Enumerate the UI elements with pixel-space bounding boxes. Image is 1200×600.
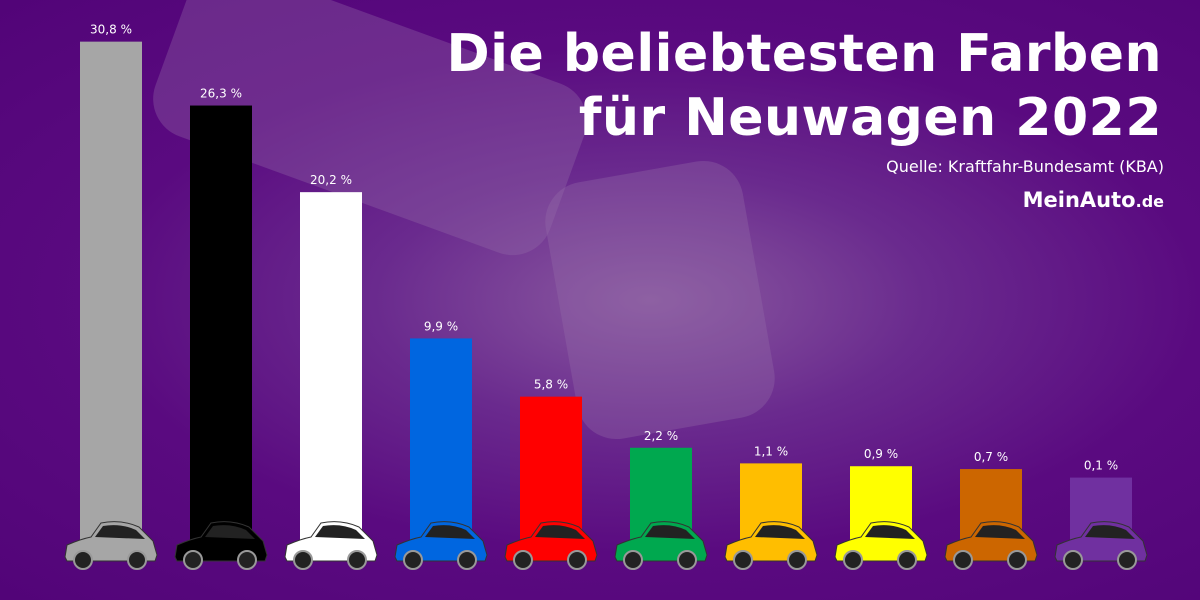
data-label: 0,7 % bbox=[974, 450, 1008, 464]
data-label: 5,8 % bbox=[534, 378, 568, 392]
meinauto-logo: MeinAuto.de bbox=[1023, 188, 1164, 212]
chart-title: Die beliebtesten Farben für Neuwagen 202… bbox=[446, 22, 1162, 150]
data-label: 2,2 % bbox=[644, 429, 678, 443]
car-icon bbox=[174, 521, 268, 570]
bar bbox=[300, 192, 362, 540]
car-icon bbox=[944, 521, 1038, 570]
bar bbox=[80, 41, 142, 540]
data-label: 0,9 % bbox=[864, 447, 898, 461]
car-icon bbox=[504, 521, 598, 570]
logo-main: MeinAuto bbox=[1022, 188, 1136, 212]
car-icon bbox=[724, 521, 818, 570]
car-icon bbox=[834, 521, 928, 570]
car-icon bbox=[1054, 521, 1148, 570]
bar bbox=[190, 105, 252, 540]
data-label: 30,8 % bbox=[90, 23, 132, 37]
bar bbox=[520, 396, 582, 540]
title-line-1: Die beliebtesten Farben bbox=[446, 24, 1162, 84]
source-note: Quelle: Kraftfahr-Bundesamt (KBA) bbox=[886, 157, 1164, 176]
bar bbox=[410, 338, 472, 540]
car-icon bbox=[394, 521, 488, 570]
data-label: 9,9 % bbox=[424, 319, 458, 333]
data-label: 26,3 % bbox=[200, 87, 242, 101]
car-icon bbox=[614, 521, 708, 570]
logo-tld: .de bbox=[1135, 192, 1164, 211]
data-label: 0,1 % bbox=[1084, 459, 1118, 473]
data-label: 20,2 % bbox=[310, 173, 352, 187]
data-label: 1,1 % bbox=[754, 444, 788, 458]
car-icon bbox=[64, 521, 158, 570]
title-line-2: für Neuwagen 2022 bbox=[578, 88, 1162, 148]
car-icon bbox=[284, 521, 378, 570]
